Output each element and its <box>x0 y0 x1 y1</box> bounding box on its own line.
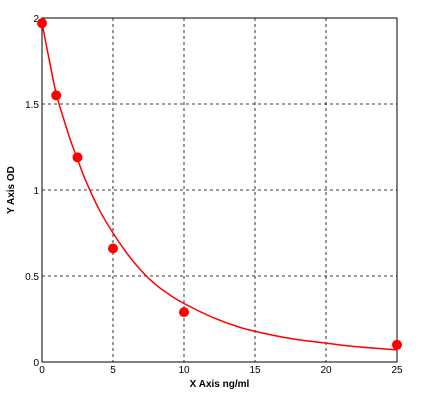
x-tick-labels: 0 5 10 15 20 25 <box>39 365 403 376</box>
x-tick-label: 0 <box>39 365 45 376</box>
fit-curve-line <box>41 23 398 351</box>
y-tick-label: 2 <box>33 14 39 25</box>
y-tick-label: 1 <box>33 186 39 197</box>
x-tick-label: 5 <box>110 365 116 376</box>
data-point <box>37 18 47 29</box>
data-point <box>72 152 83 163</box>
y-axis-label: Y Axis OD <box>6 166 17 214</box>
data-points <box>37 18 402 350</box>
data-point <box>108 243 118 254</box>
y-tick-label: 0.5 <box>25 272 39 283</box>
y-tick-labels: 0 0.5 1 1.5 2 <box>25 14 39 369</box>
data-point <box>179 307 189 318</box>
x-tick-label: 20 <box>320 365 332 376</box>
grid-lines <box>42 18 397 362</box>
y-tick-label: 1.5 <box>25 100 39 111</box>
x-axis-label: X Axis ng/ml <box>190 379 250 390</box>
data-point <box>392 339 402 350</box>
x-tick-label: 10 <box>178 365 190 376</box>
y-tick-label: 0 <box>33 358 39 369</box>
x-tick-label: 15 <box>249 365 261 376</box>
x-tick-label: 25 <box>391 365 403 376</box>
data-point <box>51 90 62 101</box>
